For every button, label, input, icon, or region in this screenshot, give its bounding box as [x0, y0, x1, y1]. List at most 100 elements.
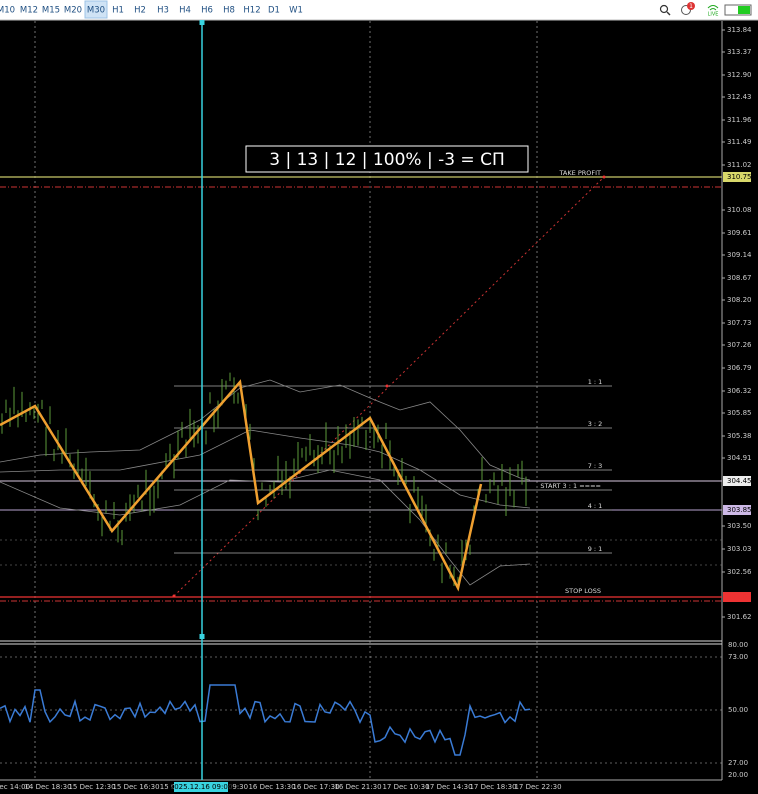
time-label: 15 Dec 12:30: [68, 783, 115, 791]
price-label: 312.43: [727, 93, 752, 101]
notification-badge: [687, 2, 695, 10]
price-label: 311.02: [727, 161, 752, 169]
band-upper: [0, 379, 531, 481]
risk-diagonal: [173, 176, 605, 597]
price-marker: [723, 476, 751, 486]
price-label: 311.96: [727, 116, 752, 124]
price-label: 303.50: [727, 522, 752, 530]
time-label: 16 Dec 21:30: [334, 783, 381, 791]
notification-count: 1: [689, 3, 693, 10]
price-label: 309.61: [727, 229, 752, 237]
indicator-label: 50.00: [728, 706, 748, 714]
timeframe-button[interactable]: M10: [0, 6, 15, 16]
price-marker-label: 302.03: [727, 593, 752, 601]
timeframe-button[interactable]: H12: [243, 6, 260, 16]
indicator-label: 73.00: [728, 653, 748, 661]
price-axis: [722, 21, 758, 794]
search-icon-handle: [666, 11, 671, 16]
price-marker: [723, 592, 751, 602]
band-middle: [0, 429, 531, 509]
time-label: 16 Dec 17:30: [292, 783, 339, 791]
live-icon: [707, 5, 719, 11]
timeframe-selected: [84, 0, 108, 19]
cursor-time: 2025.12.16 09:00: [170, 783, 232, 791]
price-marker: [723, 172, 751, 182]
price-label: 301.62: [727, 613, 752, 621]
ratio-label: 1 : 1: [588, 378, 603, 386]
notification-icon[interactable]: [681, 5, 691, 15]
timeframe-button[interactable]: H2: [134, 6, 146, 16]
price-marker-label: 304.45: [727, 477, 752, 485]
price-label: 306.32: [727, 387, 752, 395]
price-label: 305.38: [727, 432, 752, 440]
price-label: 309.14: [727, 251, 752, 259]
indicator-label: 20.00: [728, 771, 748, 779]
cursor-handle: [199, 20, 205, 25]
price-label: 310.08: [727, 206, 752, 214]
band-lower: [0, 469, 531, 586]
time-label: 17 Dec 14:30: [425, 783, 472, 791]
level-point: [602, 175, 606, 179]
time-label: 15 D: [160, 783, 177, 791]
ratio-label: 7 : 3: [588, 462, 603, 470]
timeframe-button[interactable]: M15: [42, 6, 60, 16]
price-label: 307.26: [727, 341, 752, 349]
connection-level: [738, 6, 750, 14]
ratio-label: 3 : 2: [588, 420, 603, 428]
time-label: 09:30: [228, 783, 248, 791]
indicator-label: 80.00: [728, 641, 748, 649]
live-label: LIVE: [708, 12, 719, 18]
timeframe-button[interactable]: D1: [268, 6, 280, 16]
level-point: [172, 594, 176, 598]
price-label: 312.90: [727, 71, 752, 79]
time-label: 14 Dec 18:30: [24, 783, 71, 791]
start-label: START 3 : 1 ====: [540, 482, 601, 490]
price-label: 311.49: [727, 138, 752, 146]
toolbar: [0, 0, 758, 20]
price-label: 308.20: [727, 296, 752, 304]
cursor-time-box: [174, 782, 228, 792]
price-marker-label: 303.85: [727, 506, 752, 514]
time-label: 17 Dec 18:30: [469, 783, 516, 791]
price-label: 313.84: [727, 26, 752, 34]
level-point: [385, 384, 389, 388]
ratio-label: 9 : 1: [588, 545, 603, 553]
price-label: 313.37: [727, 48, 752, 56]
timeframe-button[interactable]: M12: [20, 6, 38, 16]
indicator-line: [0, 684, 531, 756]
zigzag: [0, 379, 483, 592]
ratio-label: 4 : 1: [588, 502, 603, 510]
time-label: Dec 14:00: [0, 783, 30, 791]
price-label: 308.67: [727, 274, 752, 282]
overlay-text: 3 | 13 | 12 | 100% | -3 = СП: [269, 150, 504, 170]
timeframe-button[interactable]: W1: [289, 6, 303, 16]
timeframe-button[interactable]: M30: [87, 6, 105, 16]
price-marker-label: 310.75: [727, 173, 752, 181]
time-label: 15 Dec 16:30: [112, 783, 159, 791]
indicator-label: 27.00: [728, 759, 748, 767]
cursor-handle: [199, 634, 205, 639]
timeframe-button[interactable]: H4: [179, 6, 191, 16]
timeframe-button[interactable]: H3: [157, 6, 169, 16]
timeframe-button[interactable]: H6: [201, 6, 213, 16]
time-label: 17 Dec 10:30: [382, 783, 429, 791]
chart-area: 1 : 1 3 : 2 7 : 3 4 : 1 9 : 1 START 3 : 1 ===…: [0, 20, 758, 794]
overlay-box: [245, 145, 529, 173]
search-icon[interactable]: [659, 4, 669, 14]
stop-loss-label: STOP LOSS: [565, 587, 601, 595]
price-marker: [723, 505, 751, 515]
price-label: 307.73: [727, 319, 752, 327]
price-label: 303.03: [727, 545, 752, 553]
price-label: 302.56: [727, 568, 752, 576]
price-label: 304.91: [727, 454, 752, 462]
price-label: 305.85: [727, 409, 752, 417]
time-label: 16 Dec 13:30: [248, 783, 295, 791]
take-profit-label: TAKE PROFIT: [558, 169, 601, 177]
price-label: 306.79: [727, 364, 752, 372]
time-label: 17 Dec 22:30: [514, 783, 561, 791]
timeframe-button[interactable]: H8: [223, 6, 235, 16]
timeframe-button[interactable]: M20: [64, 6, 82, 16]
timeframe-button[interactable]: H1: [112, 6, 124, 16]
